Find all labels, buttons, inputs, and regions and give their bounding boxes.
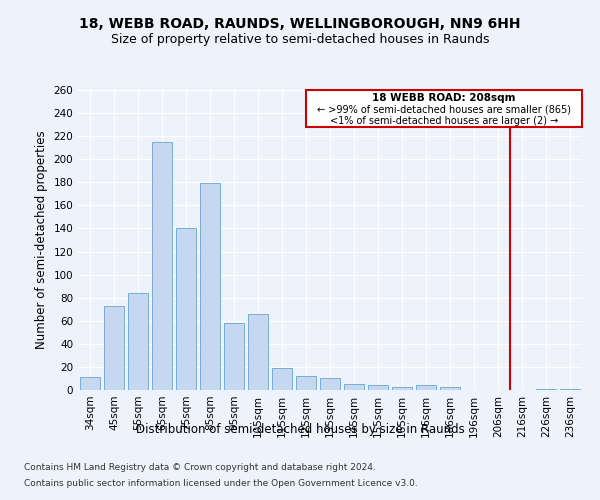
Bar — [176, 228, 196, 390]
Bar — [560, 389, 580, 390]
Bar — [344, 384, 364, 390]
Bar — [248, 314, 268, 390]
Bar — [536, 389, 556, 390]
Bar — [320, 378, 340, 390]
Bar — [152, 142, 172, 390]
Bar — [80, 378, 100, 390]
Text: <1% of semi-detached houses are larger (2) →: <1% of semi-detached houses are larger (… — [330, 116, 558, 126]
Bar — [224, 323, 244, 390]
Bar — [104, 306, 124, 390]
Bar — [200, 184, 220, 390]
Bar — [306, 90, 582, 127]
Bar — [440, 386, 460, 390]
Text: Contains public sector information licensed under the Open Government Licence v3: Contains public sector information licen… — [24, 478, 418, 488]
Text: Distribution of semi-detached houses by size in Raunds: Distribution of semi-detached houses by … — [136, 422, 464, 436]
Bar — [416, 386, 436, 390]
Text: ← >99% of semi-detached houses are smaller (865): ← >99% of semi-detached houses are small… — [317, 104, 571, 114]
Text: Size of property relative to semi-detached houses in Raunds: Size of property relative to semi-detach… — [111, 32, 489, 46]
Bar — [272, 368, 292, 390]
Bar — [368, 386, 388, 390]
Text: 18 WEBB ROAD: 208sqm: 18 WEBB ROAD: 208sqm — [372, 94, 516, 104]
Text: 18, WEBB ROAD, RAUNDS, WELLINGBOROUGH, NN9 6HH: 18, WEBB ROAD, RAUNDS, WELLINGBOROUGH, N… — [79, 18, 521, 32]
Bar — [296, 376, 316, 390]
Y-axis label: Number of semi-detached properties: Number of semi-detached properties — [35, 130, 48, 350]
Bar — [392, 386, 412, 390]
Bar — [128, 293, 148, 390]
Text: Contains HM Land Registry data © Crown copyright and database right 2024.: Contains HM Land Registry data © Crown c… — [24, 464, 376, 472]
